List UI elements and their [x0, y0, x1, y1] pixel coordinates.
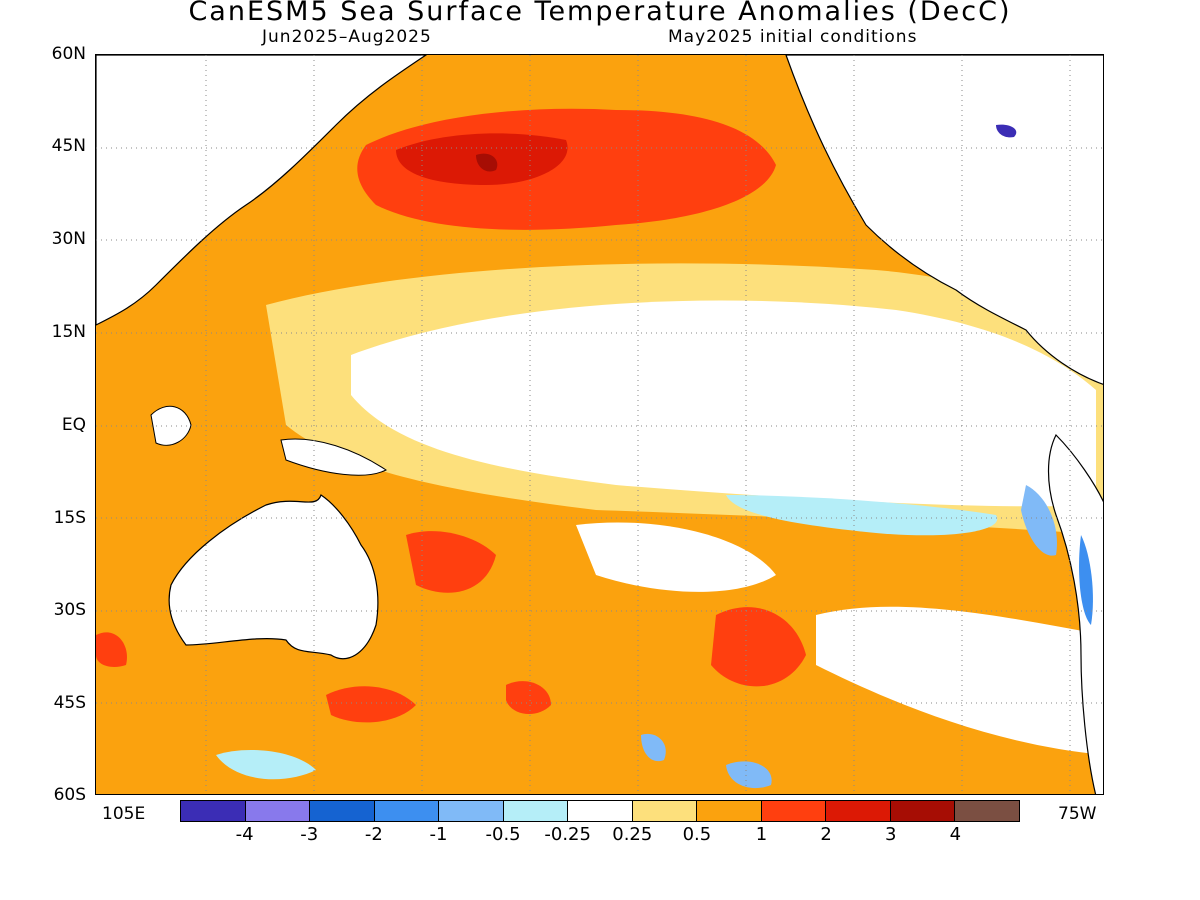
lat-label-45s: 45S — [53, 693, 86, 713]
colorbar-swatch — [955, 801, 1019, 821]
sst-anomaly-map — [95, 54, 1104, 795]
north-america-land — [785, 55, 1103, 385]
anomaly-spac-patch-1 — [406, 531, 496, 593]
map-title: CanESM5 Sea Surface Temperature Anomalie… — [188, 0, 1012, 27]
lat-label-30s: 30S — [53, 600, 86, 620]
anomaly-neutral-equatorial — [351, 300, 1096, 507]
colorbar-swatch — [568, 801, 633, 821]
lat-label-60n: 60N — [51, 44, 86, 64]
initial-conditions: May2025 initial conditions — [668, 27, 918, 47]
colorbar-swatch — [697, 801, 762, 821]
colorbar-swatch — [632, 801, 698, 821]
anomaly-neutral-south-mid — [576, 522, 776, 592]
colorbar — [180, 800, 1020, 822]
anomaly-cool-east-eq-band — [726, 495, 998, 536]
colorbar-swatch — [890, 801, 956, 821]
lat-label-30n: 30N — [51, 229, 86, 249]
lat-label-60s: 60S — [53, 785, 86, 805]
anomaly-cool-south-3 — [726, 761, 772, 789]
colorbar-swatch — [826, 801, 891, 821]
anomaly-neutral-south-east — [816, 606, 1103, 755]
colorbar-label: 0.25 — [612, 824, 653, 845]
colorbar-label: -3 — [300, 824, 319, 845]
new-guinea-land — [280, 438, 387, 476]
anomaly-indian-patch — [96, 632, 127, 667]
colorbar-label: 0.5 — [682, 824, 712, 845]
anomaly-cool-chile — [1079, 535, 1093, 625]
colorbar-label: 4 — [949, 824, 962, 845]
colorbar-label: -0.25 — [544, 824, 591, 845]
australia-land — [168, 494, 379, 660]
asia-land — [96, 55, 428, 326]
colorbar-swatch — [181, 801, 246, 821]
colorbar-swatch — [310, 801, 375, 821]
colorbar-label: 2 — [820, 824, 832, 845]
colorbar-swatch — [245, 801, 311, 821]
colorbar-label: 1 — [755, 824, 768, 845]
lat-label-15s: 15S — [53, 508, 86, 528]
colorbar-swatch — [503, 801, 569, 821]
anomaly-npac-extreme — [476, 153, 498, 172]
anomaly-cool-south-2 — [641, 733, 666, 762]
anomaly-cool-great-lakes — [996, 124, 1017, 138]
colorbar-swatch — [439, 801, 504, 821]
colorbar-label: -1 — [429, 824, 448, 845]
lat-label-45n: 45N — [51, 136, 86, 156]
south-america-land — [1047, 433, 1103, 794]
lat-label-15n: 15N — [51, 322, 86, 342]
anomaly-cool-south-1 — [216, 750, 316, 780]
colorbar-swatch — [374, 801, 440, 821]
anomaly-spac-patch-2 — [711, 607, 806, 687]
anomaly-spac-patch-3 — [326, 686, 416, 723]
lon-label-right: 75W — [1058, 804, 1097, 824]
colorbar-label: -2 — [364, 824, 383, 845]
graticule — [96, 55, 1103, 794]
anomaly-cool-peru — [1021, 485, 1057, 556]
colorbar-swatch — [761, 801, 827, 821]
lon-label-left: 105E — [102, 804, 146, 824]
lat-label-eq: EQ — [61, 415, 86, 435]
forecast-period: Jun2025–Aug2025 — [262, 27, 432, 47]
colorbar-label: 3 — [885, 824, 897, 845]
anomaly-tasman-patch — [506, 681, 551, 715]
colorbar-label: -4 — [235, 824, 254, 845]
colorbar-label: -0.5 — [485, 824, 521, 845]
